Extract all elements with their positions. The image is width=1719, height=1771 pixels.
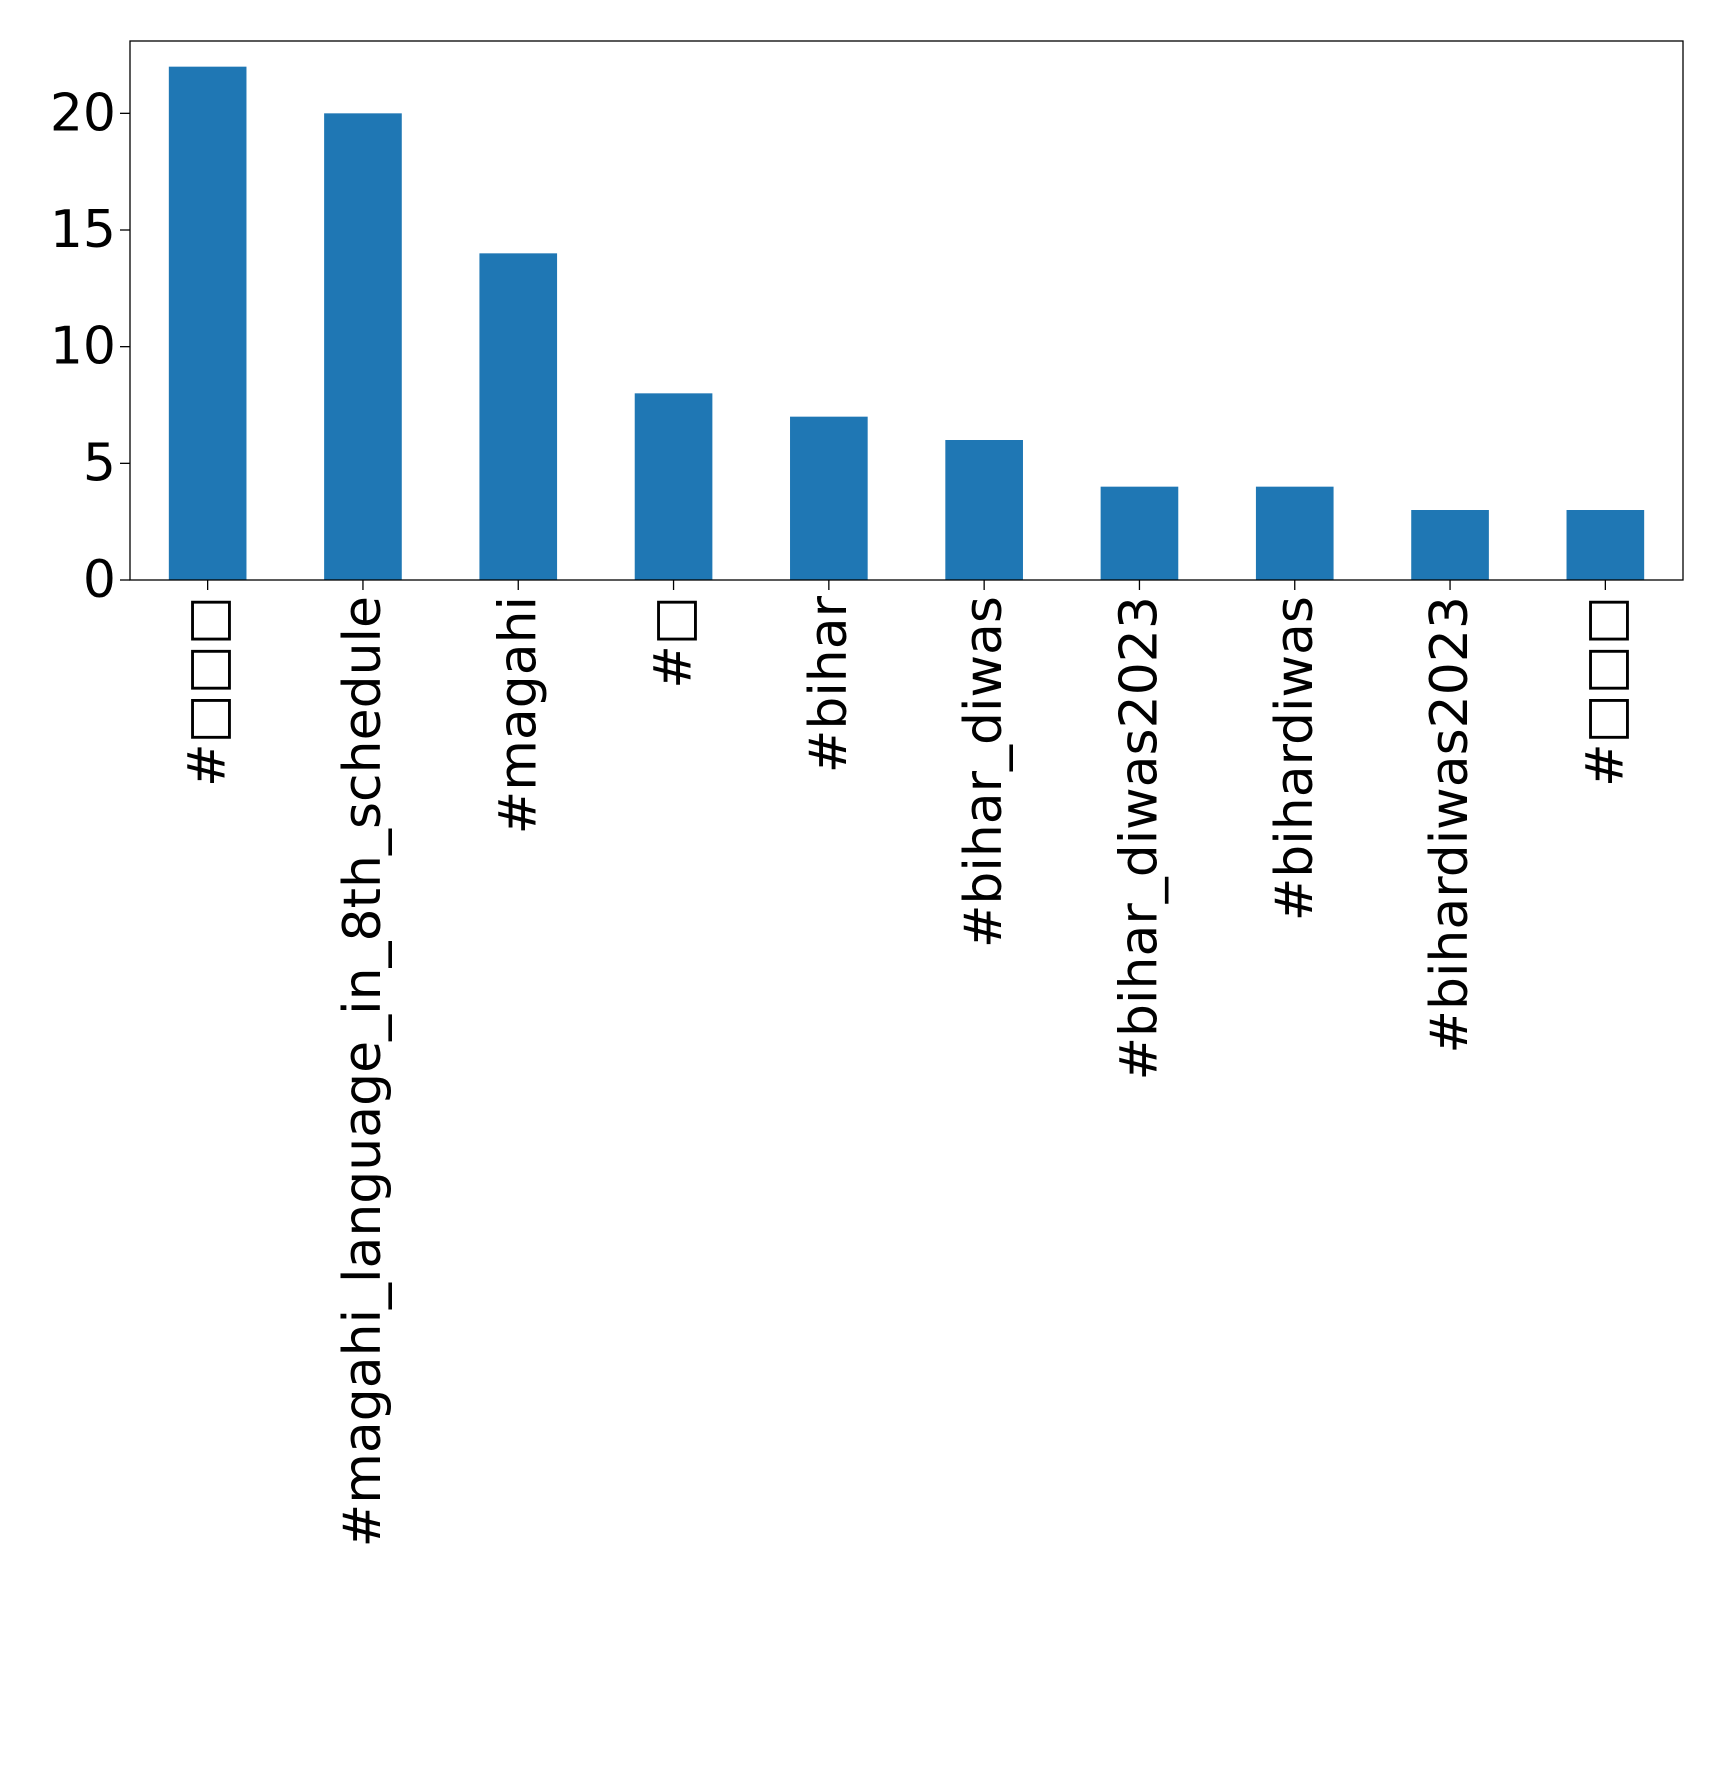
bar-5 — [790, 416, 868, 580]
x-tick-label: #□ — [644, 596, 704, 689]
x-tick-label: #magahi — [488, 596, 548, 834]
x-tick-label: #bihar_diwas2023 — [1109, 596, 1169, 1081]
bar-10 — [1566, 510, 1645, 580]
y-axis: 0 5 10 15 20 — [50, 83, 130, 610]
bar-9 — [1411, 510, 1489, 580]
bar-2 — [324, 113, 402, 580]
y-tick-label: 5 — [83, 433, 116, 493]
bar-7 — [1100, 486, 1179, 580]
x-tick-label: #bihar_diwas — [954, 596, 1014, 948]
bar-1 — [168, 66, 247, 580]
y-tick-label: 10 — [50, 317, 116, 377]
x-tick-label: #□□□ — [178, 596, 238, 787]
x-tick-label: #bihar — [799, 595, 859, 773]
bar-8 — [1255, 486, 1334, 580]
x-tick-label: #□□□ — [1575, 596, 1635, 787]
bars-layer — [168, 66, 1645, 581]
x-tick-label: #bihardiwas2023 — [1420, 596, 1480, 1054]
bar-6 — [945, 440, 1023, 580]
bar-3 — [479, 253, 558, 581]
y-tick-label: 0 — [83, 550, 116, 610]
bar-4 — [634, 393, 713, 580]
y-tick-label: 15 — [50, 200, 116, 260]
x-axis: #□□□ #magahi_language_in_8th_schedule #mag… — [178, 580, 1635, 1547]
y-tick-label: 20 — [50, 83, 116, 143]
plot-area-frame — [129, 40, 1684, 581]
x-tick-label: #magahi_language_in_8th_schedule — [333, 596, 393, 1547]
x-tick-label: #bihardiwas — [1265, 596, 1325, 921]
